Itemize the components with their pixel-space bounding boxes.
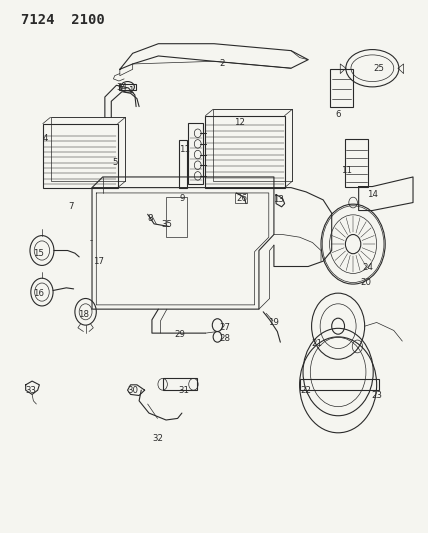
Text: 22: 22 <box>300 386 312 394</box>
Text: 4: 4 <box>42 134 48 143</box>
Text: 30: 30 <box>127 386 138 394</box>
Bar <box>188 123 203 184</box>
Bar <box>213 109 292 181</box>
Text: 26: 26 <box>236 194 247 203</box>
Text: 11: 11 <box>178 145 190 154</box>
Text: 28: 28 <box>219 334 230 343</box>
Bar <box>235 193 247 203</box>
Text: 29: 29 <box>174 330 185 339</box>
Bar <box>163 378 197 390</box>
Bar <box>43 124 118 188</box>
Text: 16: 16 <box>33 289 44 297</box>
Text: 8: 8 <box>147 214 152 223</box>
Bar <box>179 140 187 188</box>
Text: 31: 31 <box>178 386 190 394</box>
Text: 9: 9 <box>179 194 184 203</box>
Text: 27: 27 <box>219 324 230 332</box>
Text: 33: 33 <box>25 386 36 394</box>
Text: 21: 21 <box>311 340 322 348</box>
Text: 2: 2 <box>220 60 225 68</box>
Text: 23: 23 <box>371 391 382 400</box>
Text: 17: 17 <box>93 257 104 265</box>
Bar <box>119 84 136 90</box>
Text: 12: 12 <box>234 118 245 127</box>
Text: 15: 15 <box>33 249 44 257</box>
Bar <box>345 139 368 187</box>
Text: 24: 24 <box>363 263 374 272</box>
Text: 18: 18 <box>78 310 89 319</box>
Text: 7124  2100: 7124 2100 <box>21 13 105 27</box>
Text: 7: 7 <box>68 203 73 211</box>
Text: 13: 13 <box>273 196 284 204</box>
Text: 11: 11 <box>341 166 352 175</box>
Text: 34: 34 <box>116 84 128 92</box>
Text: 20: 20 <box>360 278 372 287</box>
Text: 5: 5 <box>113 158 118 167</box>
Text: 6: 6 <box>336 110 341 119</box>
Text: 32: 32 <box>153 434 164 442</box>
Bar <box>51 117 125 181</box>
Bar <box>166 197 187 237</box>
Text: 25: 25 <box>373 64 384 72</box>
Bar <box>330 69 353 107</box>
Bar <box>205 116 285 188</box>
Text: 14: 14 <box>367 190 378 199</box>
Text: 1: 1 <box>128 86 133 95</box>
Text: 35: 35 <box>161 221 172 229</box>
Text: 19: 19 <box>268 318 279 327</box>
Bar <box>300 379 379 390</box>
